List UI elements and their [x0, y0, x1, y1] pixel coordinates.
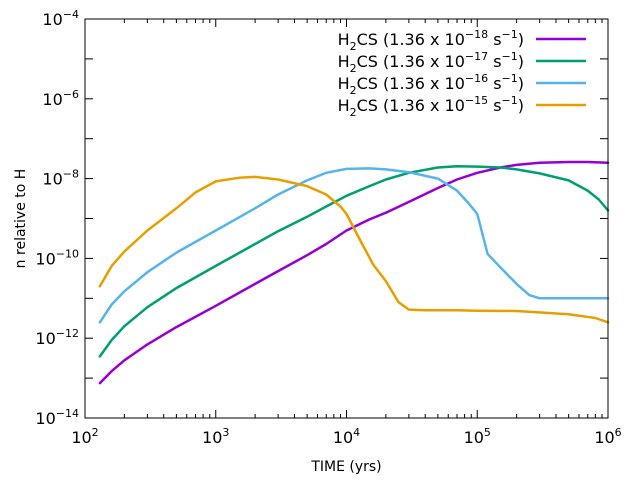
y-tick-label-base: 10 — [35, 409, 55, 428]
legend-subscript: 2 — [350, 106, 357, 119]
y-axis-title: n relative to H — [13, 169, 29, 269]
x-tick-label-base: 10 — [594, 428, 614, 447]
legend-close: ) — [518, 52, 524, 71]
legend-label-4: H2CS (1.36 x 10−15 s−1) — [338, 94, 524, 119]
x-tick-label-exponent: 2 — [92, 426, 99, 439]
x-tick-label-exponent: 3 — [222, 426, 229, 439]
x-tick-label: 103 — [202, 426, 229, 447]
y-tick-label-base: 10 — [35, 249, 55, 268]
x-tick-label-base: 10 — [333, 428, 353, 447]
y-tick-label-base: 10 — [42, 170, 62, 189]
y-tick-label-base: 10 — [35, 329, 55, 348]
legend-subscript: 2 — [350, 40, 357, 53]
legend-label-1: H2CS (1.36 x 10−18 s−1) — [338, 28, 524, 53]
x-tick-label-exponent: 5 — [484, 426, 491, 439]
y-tick-label: 10−6 — [42, 88, 79, 109]
y-tick-label: 10−4 — [42, 8, 79, 29]
y-tick-label-exponent: −4 — [63, 8, 79, 21]
legend-exponent: −17 — [465, 50, 488, 63]
legend-exponent: −18 — [465, 28, 488, 41]
legend-unit: s — [488, 52, 501, 71]
x-tick-label: 102 — [71, 426, 98, 447]
legend-species: H — [338, 96, 350, 115]
y-tick-label-exponent: −14 — [56, 407, 79, 420]
legend-exponent: −15 — [465, 94, 488, 107]
series-line-4 — [98, 175, 610, 324]
series-line-2 — [98, 164, 610, 358]
series-line-3 — [98, 167, 610, 324]
legend-species: H — [338, 74, 350, 93]
x-tick-label: 105 — [464, 426, 491, 447]
legend-unit-exponent: −1 — [502, 94, 518, 107]
legend-text-part: CS (1.36 x 10 — [357, 30, 465, 49]
legend-subscript: 2 — [350, 62, 357, 75]
legend-label-2: H2CS (1.36 x 10−17 s−1) — [338, 50, 524, 75]
x-tick-label: 104 — [333, 426, 360, 447]
legend-text-part: CS (1.36 x 10 — [357, 74, 465, 93]
y-tick-label: 10−14 — [35, 407, 79, 428]
x-tick-label-base: 10 — [71, 428, 91, 447]
legend-unit-exponent: −1 — [502, 72, 518, 85]
y-tick-label-exponent: −8 — [63, 168, 79, 181]
y-tick-label-base: 10 — [42, 10, 62, 29]
x-tick-label-base: 10 — [202, 428, 222, 447]
y-tick-label-exponent: −12 — [56, 327, 79, 340]
x-tick-label-exponent: 4 — [353, 426, 360, 439]
legend-close: ) — [518, 74, 524, 93]
y-tick-label-exponent: −6 — [63, 88, 79, 101]
legend: H2CS (1.36 x 10−18 s−1)H2CS (1.36 x 10−1… — [338, 28, 586, 119]
legend-unit-exponent: −1 — [502, 50, 518, 63]
y-tick-label-base: 10 — [42, 90, 62, 109]
y-tick-label-exponent: −10 — [56, 247, 79, 260]
legend-close: ) — [518, 96, 524, 115]
legend-species: H — [338, 52, 350, 71]
series-line-1 — [98, 160, 610, 385]
legend-unit: s — [488, 74, 501, 93]
y-tick-label: 10−10 — [35, 247, 79, 268]
series-lines — [98, 160, 610, 385]
legend-species: H — [338, 30, 350, 49]
legend-text-part: CS (1.36 x 10 — [357, 52, 465, 71]
legend-text-part: CS (1.36 x 10 — [357, 96, 465, 115]
x-tick-label-exponent: 6 — [615, 426, 622, 439]
y-tick-label: 10−8 — [42, 168, 79, 189]
legend-unit-exponent: −1 — [502, 28, 518, 41]
y-tick-label: 10−12 — [35, 327, 79, 348]
legend-close: ) — [518, 30, 524, 49]
x-tick-label-base: 10 — [464, 428, 484, 447]
tick-labels: 102 103 104 105 10610−1410−1210−1010−810−610… — [35, 8, 621, 447]
x-axis-title: TIME (yrs) — [310, 459, 381, 475]
plot-frame — [84, 18, 609, 419]
legend-subscript: 2 — [350, 84, 357, 97]
legend-unit: s — [488, 30, 501, 49]
legend-exponent: −16 — [465, 72, 488, 85]
legend-unit: s — [488, 96, 501, 115]
legend-label-3: H2CS (1.36 x 10−16 s−1) — [338, 72, 524, 97]
x-tick-label: 106 — [594, 426, 621, 447]
